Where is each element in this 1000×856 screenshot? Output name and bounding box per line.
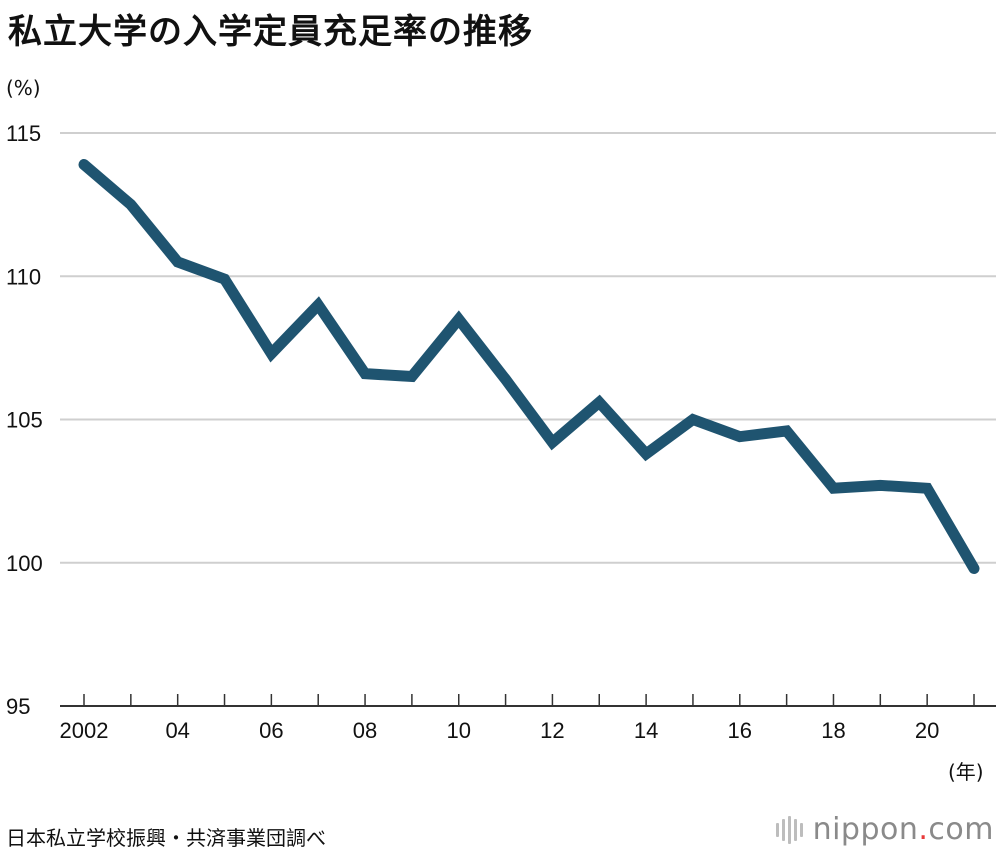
- x-tick-label: 2002: [60, 718, 109, 743]
- brand-mark-icon: [775, 815, 803, 844]
- x-tick-label: 12: [540, 718, 564, 743]
- data-point: [926, 487, 928, 489]
- data-point: [692, 419, 694, 420]
- source-note: 日本私立学校振興・共済事業団調べ: [6, 826, 326, 850]
- brand-name: nippon: [812, 812, 919, 847]
- x-tick-label: 10: [446, 718, 470, 743]
- x-tick-label: 14: [634, 718, 658, 743]
- data-point: [598, 401, 600, 403]
- series-layer: [78, 159, 980, 574]
- y-tick-label: 110: [6, 264, 41, 289]
- data-point: [505, 378, 507, 380]
- x-tick-label: 18: [821, 718, 845, 743]
- x-tick-label: 20: [915, 718, 939, 743]
- data-point: [177, 261, 179, 263]
- x-tick-labels: 2002 04 06 08 10 12 14 16 18 20: [60, 718, 940, 743]
- data-point: [458, 318, 460, 320]
- y-axis-unit: (%): [6, 76, 41, 100]
- brand-tld: com: [928, 812, 994, 847]
- data-point: [364, 373, 366, 375]
- data-point: [130, 204, 132, 206]
- y-tick-label: 95: [6, 694, 30, 719]
- x-tick-label: 04: [165, 718, 189, 743]
- data-point: [786, 430, 788, 432]
- data-point: [645, 453, 647, 455]
- x-tick-label: 06: [259, 718, 283, 743]
- data-point: [739, 436, 741, 438]
- y-tick-labels: 95 100 105 110 115: [6, 121, 43, 719]
- brand-dot: .: [918, 812, 929, 847]
- data-point: [879, 484, 881, 486]
- y-tick-label: 115: [6, 121, 41, 146]
- data-point: [832, 487, 834, 489]
- data-point: [83, 164, 85, 166]
- y-tick-label: 105: [6, 408, 43, 433]
- gridlines: [60, 132, 996, 564]
- x-axis: [60, 694, 996, 707]
- data-point: [551, 441, 553, 443]
- x-tick-label: 08: [353, 718, 377, 743]
- y-tick-label: 100: [6, 551, 43, 576]
- data-point: [224, 278, 226, 280]
- data-point: [973, 567, 975, 569]
- series-line: [78, 159, 980, 574]
- data-point: [411, 376, 413, 378]
- x-tick-label: 16: [728, 718, 752, 743]
- x-axis-unit: (年): [948, 760, 984, 784]
- brand-logo: nippon.com: [775, 812, 994, 847]
- data-point: [317, 304, 319, 306]
- brand-wordmark: nippon.com: [813, 812, 994, 847]
- chart-title: 私立大学の入学定員充足率の推移: [8, 12, 533, 52]
- data-point: [270, 353, 272, 355]
